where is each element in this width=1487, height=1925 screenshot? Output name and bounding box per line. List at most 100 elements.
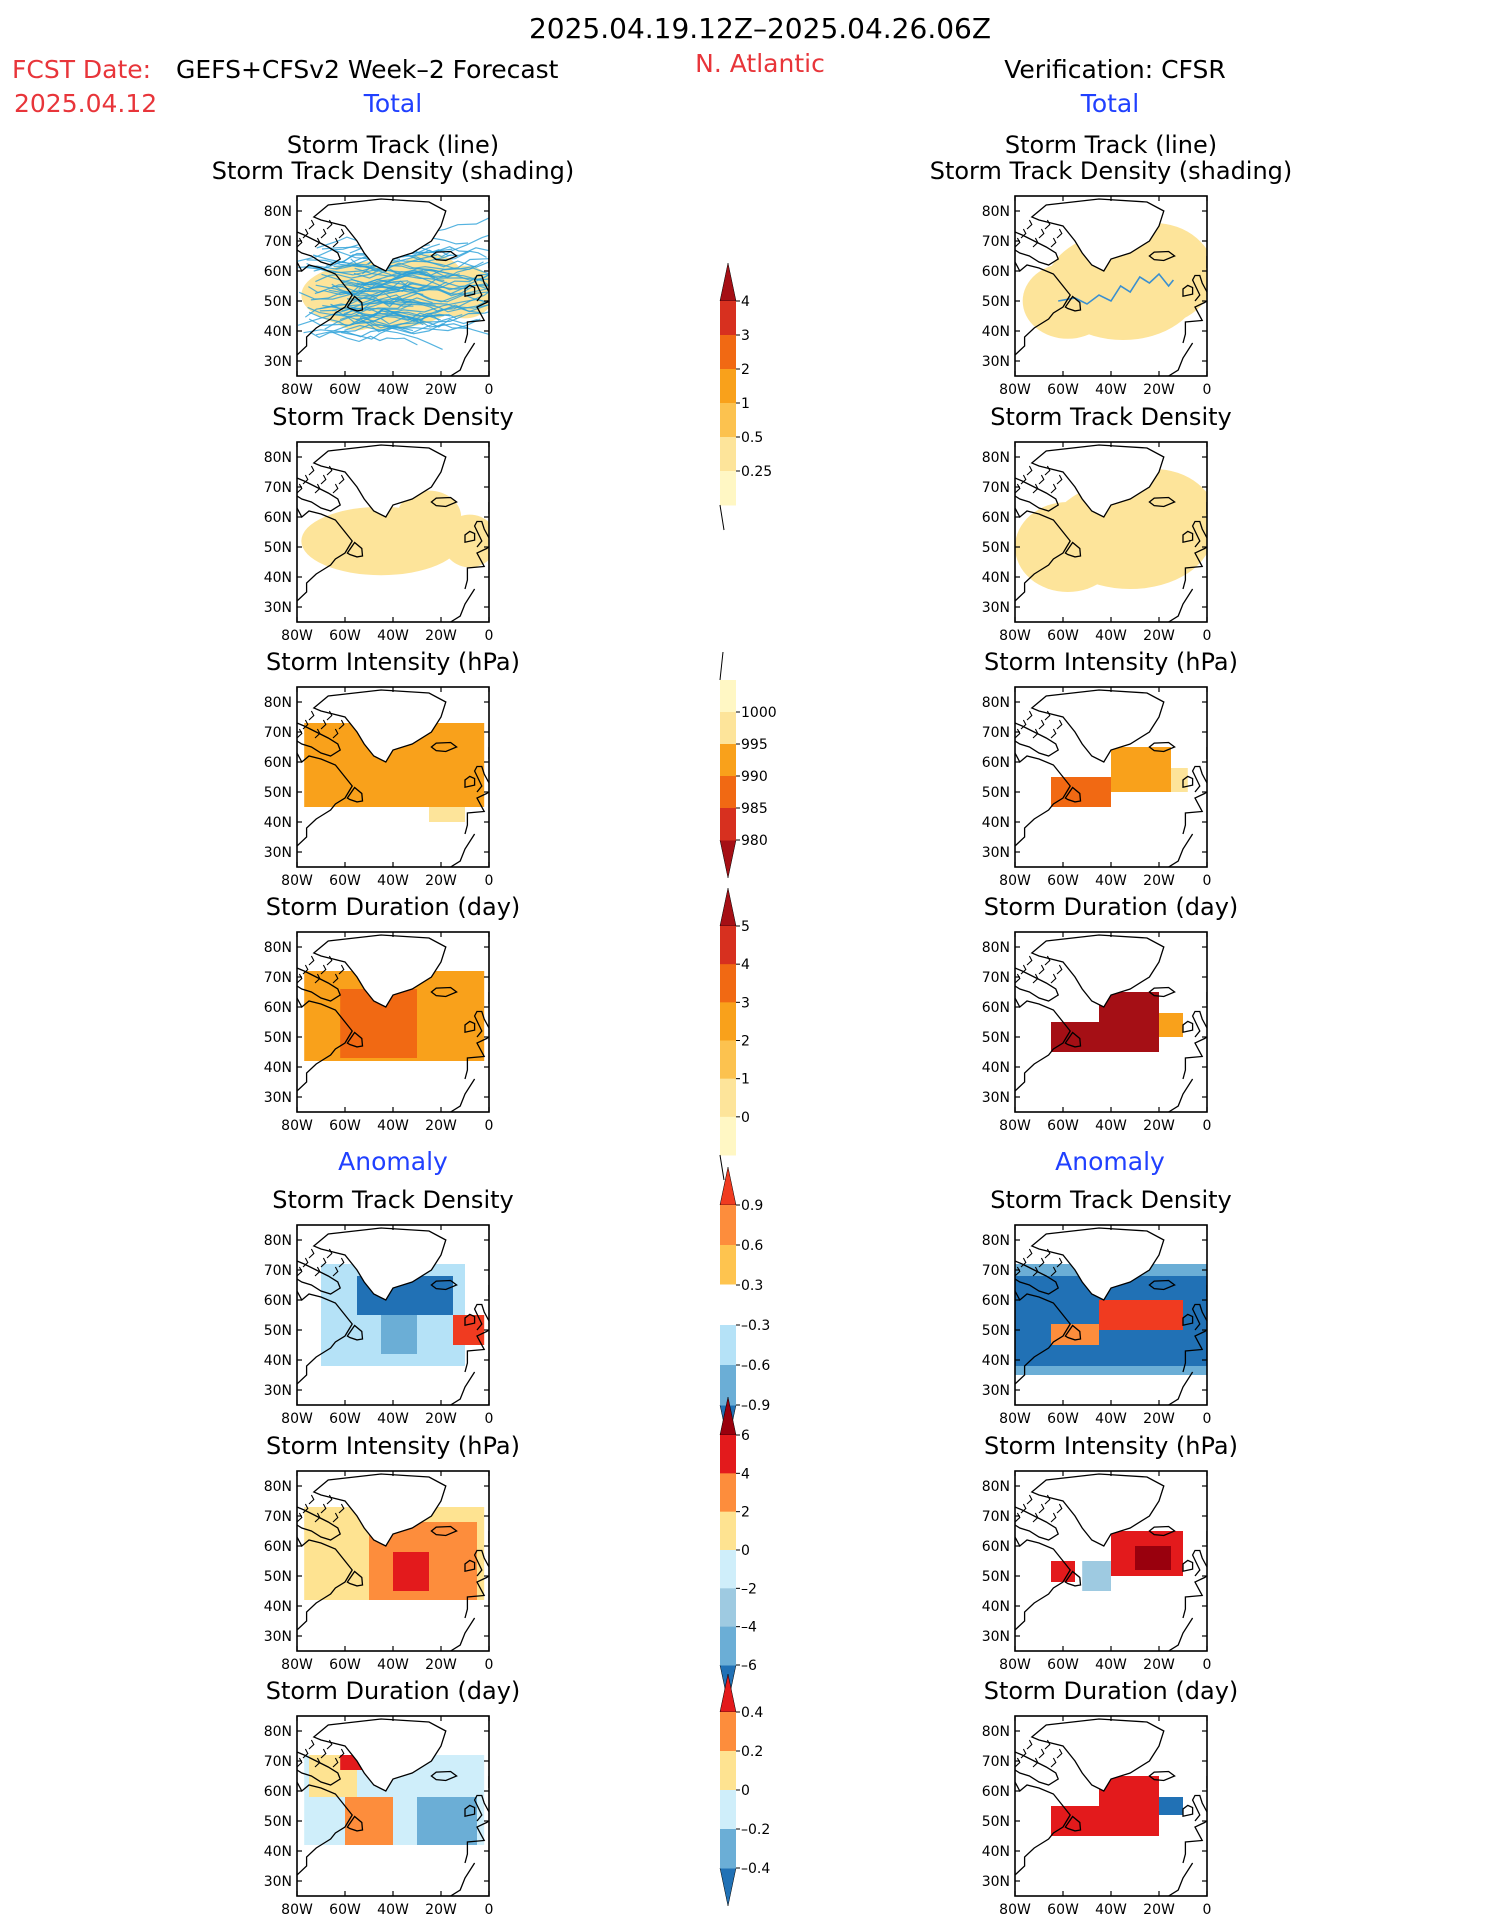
lat-tick-label: 60N: [264, 510, 292, 526]
colorbar-label: 0.4: [741, 1705, 763, 1721]
panel-title: Storm Intensity (hPa): [984, 1432, 1238, 1460]
colorbar-label: –6: [741, 1658, 757, 1674]
grid-cell: [1051, 1324, 1099, 1345]
lat-tick-label: 60N: [982, 264, 1010, 280]
map-field: [1015, 1225, 1207, 1405]
lon-tick-label: 60W: [329, 1118, 361, 1134]
colorbar-segment: [720, 964, 736, 1003]
colorbar-arrow: [719, 262, 737, 302]
colorbar-label: 3: [741, 328, 750, 344]
colorbar-label: –0.2: [741, 1822, 770, 1838]
lon-tick-label: 80W: [999, 382, 1031, 398]
lat-tick-label: 40N: [982, 570, 1010, 586]
lon-tick-label: 20W: [425, 873, 457, 889]
storm-track-line: [360, 283, 489, 305]
grid-cell: [1159, 1797, 1183, 1815]
colorbar-segment: [720, 1626, 736, 1666]
lat-tick-label: 60N: [264, 1784, 292, 1800]
coastlines: [1015, 934, 1207, 1112]
colorbar-label: 1: [741, 1072, 750, 1088]
lat-tick-label: 40N: [264, 1599, 292, 1615]
lon-tick-label: 20W: [425, 1657, 457, 1673]
lon-tick-label: 80W: [999, 1411, 1031, 1427]
density-contour: [1022, 263, 1113, 339]
lat-tick-label: 60N: [982, 1539, 1010, 1555]
lat-tick-label: 80N: [264, 940, 292, 956]
grid-cell: [1171, 768, 1188, 792]
colorbar-segment: [720, 437, 736, 472]
lon-tick-label: 80W: [281, 1657, 313, 1673]
storm-track-line: [335, 256, 489, 272]
lon-tick-label: 20W: [1143, 382, 1175, 398]
lon-tick-label: 80W: [999, 873, 1031, 889]
coastlines: [297, 444, 489, 622]
map-panel: Storm Track Density 80N 70N 60N 50N 40N 30N 80W…: [264, 1186, 514, 1427]
colorbar-label: 6: [741, 1428, 750, 1444]
lon-tick-label: 60W: [1047, 628, 1079, 644]
lon-tick-label: 60W: [329, 628, 361, 644]
fcst-label: FCST Date:: [12, 55, 151, 84]
lon-tick-label: 20W: [1143, 1902, 1175, 1918]
map-field: [297, 687, 489, 867]
colorbar-segment: [720, 301, 736, 336]
storm-track-line: [332, 331, 418, 346]
lat-tick-label: 60N: [264, 1293, 292, 1309]
lon-tick-label: 20W: [1143, 1657, 1175, 1673]
lat-tick-label: 50N: [982, 1323, 1010, 1339]
colorbar-density-anom: 0.9 0.6 0.3 –0.3 –0.6 –0.9: [719, 1166, 770, 1444]
lon-tick-label: 80W: [281, 1118, 313, 1134]
grid-cell: [417, 1797, 477, 1845]
lon-tick-label: 60W: [1047, 1411, 1079, 1427]
map-field: [297, 932, 489, 1112]
storm-track-line: [355, 307, 440, 322]
coastlines: [297, 689, 489, 867]
map-field: [297, 1225, 489, 1405]
colorbar-label: 1000: [741, 705, 777, 721]
lon-tick-label: 60W: [329, 873, 361, 889]
lat-tick-label: 60N: [982, 755, 1010, 771]
lon-tick-label: 40W: [377, 1411, 409, 1427]
lat-tick-label: 70N: [982, 1263, 1010, 1279]
lon-tick-label: 20W: [425, 1411, 457, 1427]
colorbar-segment: [720, 1588, 736, 1628]
lon-tick-label: 20W: [1143, 1411, 1175, 1427]
lon-tick-label: 0: [1203, 1411, 1212, 1427]
coastlines: [1015, 689, 1207, 867]
map-panel: Storm Duration (day) 80N 70N 60N 50N 40N 30N 80…: [264, 1677, 521, 1918]
grid-cell: [1099, 1300, 1183, 1330]
lon-tick-label: 40W: [377, 873, 409, 889]
lon-tick-label: 40W: [377, 1657, 409, 1673]
coastlines: [1015, 198, 1207, 376]
lat-tick-label: 70N: [982, 1509, 1010, 1525]
colorbar-segment: [720, 1511, 736, 1551]
storm-track-line: [306, 259, 484, 270]
lat-tick-label: 30N: [264, 354, 292, 370]
colorbar-duration-total: 5 4 3 2 1 0: [719, 887, 750, 1181]
lat-tick-label: 80N: [264, 204, 292, 220]
storm-track-line: [331, 313, 451, 323]
lat-tick-label: 40N: [982, 324, 1010, 340]
lon-tick-label: 60W: [329, 1411, 361, 1427]
lat-tick-label: 70N: [264, 1263, 292, 1279]
lon-tick-label: 60W: [1047, 382, 1079, 398]
lon-tick-label: 40W: [1095, 1902, 1127, 1918]
coastlines: [297, 934, 489, 1112]
fcst-date: 2025.04.12: [14, 89, 157, 118]
map-panel: Storm Track (line)Storm Track Density (s…: [212, 131, 575, 398]
lat-tick-label: 40N: [982, 1844, 1010, 1860]
storm-track-line: [342, 273, 489, 291]
lon-tick-label: 60W: [1047, 1657, 1079, 1673]
total-label-left: Total: [363, 89, 422, 118]
grid-cell: [1051, 777, 1111, 807]
colorbar-label: 0.9: [741, 1198, 763, 1214]
lat-tick-label: 50N: [264, 540, 292, 556]
lat-tick-label: 60N: [264, 264, 292, 280]
lon-tick-label: 0: [1203, 628, 1212, 644]
colorbar-label: –0.6: [741, 1358, 770, 1374]
lat-tick-label: 40N: [982, 1060, 1010, 1076]
lat-tick-label: 30N: [982, 1090, 1010, 1106]
map-panel: Storm Intensity (hPa) 80N 70N 60N 50N 40N 30N 8…: [982, 648, 1238, 889]
colorbar-label: 0: [741, 1110, 750, 1126]
lat-tick-label: 70N: [982, 970, 1010, 986]
lon-tick-label: 60W: [329, 382, 361, 398]
